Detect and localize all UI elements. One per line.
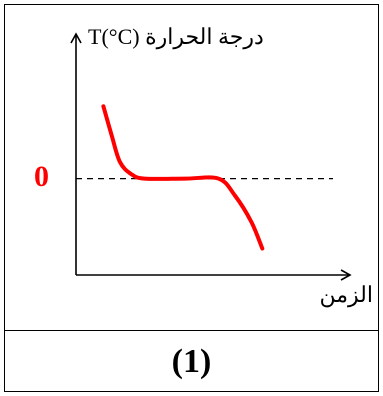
figure-caption: (1) [171,342,212,380]
caption-divider [4,330,379,331]
y-axis-label: درجة الحرارة T(°C) [88,24,264,49]
figure-frame [4,4,379,392]
x-axis-label: الزمن [319,282,374,307]
temperature-curve [101,104,265,251]
zero-label: 0 [34,160,49,193]
